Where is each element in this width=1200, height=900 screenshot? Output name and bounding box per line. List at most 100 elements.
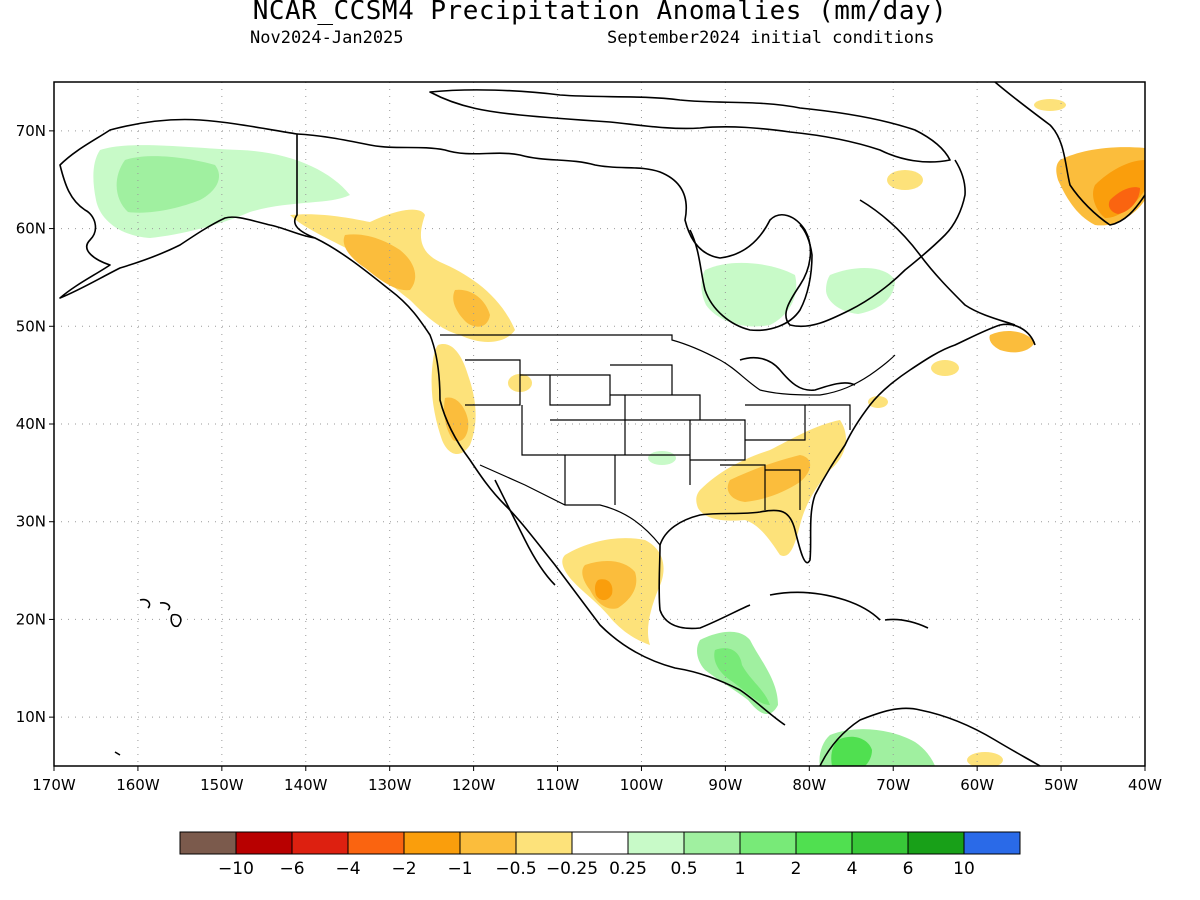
- initial-conditions: September2024 initial conditions: [607, 28, 935, 48]
- colorbar-swatch: [347, 831, 405, 855]
- colorbar-label: −2: [391, 859, 416, 879]
- dry-anomaly-mexico-peak: [594, 579, 613, 601]
- lat-tick-label: 20N: [16, 610, 46, 628]
- coastline-baja: [494, 479, 556, 586]
- dry-anomaly-new-england: [868, 396, 888, 408]
- colorbar-labels: −10 −6 −4 −2 −1 −0.5 −0.25 0.25 0.5 1 2 4 6 10: [218, 859, 975, 879]
- coastline-hudson-bay: [689, 224, 813, 332]
- lon-tick-labels: 170W 160W 150W 140W 130W 120W 110W 100W 90W 80W 70…: [32, 766, 1162, 794]
- colorbar-label: 0.25: [609, 859, 647, 879]
- border-canada-us: [440, 334, 896, 396]
- map-title: NCAR_CCSM4 Precipitation Anomalies (mm/d…: [252, 0, 948, 26]
- wet-anomaly-texas: [648, 451, 676, 465]
- state-lines: [465, 359, 851, 510]
- lon-tick-label: 50W: [1044, 776, 1078, 794]
- anomaly-shading: [93, 99, 1145, 766]
- lat-tick-labels: 10N 20N 30N 40N 50N 60N 70N: [16, 122, 54, 726]
- lon-tick-label: 60W: [960, 776, 994, 794]
- colorbar-swatch: [627, 831, 685, 855]
- coastline-south-america: [819, 707, 1041, 766]
- colorbar-swatch: [403, 831, 461, 855]
- dry-anomaly-southeast-core: [727, 455, 811, 502]
- coastline-cuba: [769, 591, 881, 621]
- lon-tick-label: 130W: [368, 776, 412, 794]
- lat-tick-label: 50N: [16, 317, 46, 335]
- colorbar-swatch: [179, 831, 237, 855]
- coastline-east: [814, 323, 1036, 496]
- colorbar-label: −6: [279, 859, 304, 879]
- colorbar: [179, 831, 1021, 855]
- political-borders: [440, 334, 896, 546]
- coastline-mexico-east: [658, 544, 751, 630]
- lat-tick-label: 40N: [16, 415, 46, 433]
- colorbar-label: 0.5: [670, 859, 697, 879]
- coastline-line-islands: [114, 751, 121, 756]
- dry-anomaly-california-core: [443, 397, 469, 442]
- colorbar-swatch: [683, 831, 741, 855]
- coastline-north-canada: [296, 133, 966, 328]
- colorbar-swatch: [459, 831, 517, 855]
- dry-anomaly-maritimes: [931, 360, 959, 376]
- colorbar-swatch: [515, 831, 573, 855]
- border-us-mexico: [479, 464, 661, 546]
- lon-tick-label: 80W: [792, 776, 826, 794]
- dry-anomaly-bc-core: [343, 234, 416, 291]
- colorbar-label: −1: [447, 859, 472, 879]
- colorbar-label: 2: [791, 859, 802, 879]
- forecast-period: Nov2024-Jan2025: [250, 28, 404, 48]
- colorbar-swatch: [291, 831, 349, 855]
- colorbar-label: −10: [218, 859, 254, 879]
- wet-anomaly-alaska-core: [116, 156, 220, 213]
- lat-tick-label: 60N: [16, 220, 46, 238]
- coastline-hawaii: [139, 598, 182, 628]
- wet-anomaly-quebec: [826, 268, 895, 314]
- lon-tick-label: 40W: [1128, 776, 1162, 794]
- colorbar-label: 10: [953, 859, 975, 879]
- colorbar-swatch: [963, 831, 1021, 855]
- coastline-labrador: [859, 199, 1016, 326]
- dry-anomaly-newfoundland: [989, 330, 1035, 353]
- coastline-great-lakes: [739, 356, 856, 392]
- lat-tick-label: 10N: [16, 708, 46, 726]
- coastline-gulf: [659, 494, 816, 564]
- map-plot-area: [54, 82, 1145, 766]
- colorbar-swatch: [795, 831, 853, 855]
- coastline-west: [314, 237, 786, 726]
- lon-tick-label: 100W: [620, 776, 664, 794]
- lon-tick-label: 70W: [876, 776, 910, 794]
- lon-tick-label: 120W: [452, 776, 496, 794]
- coastline-hispaniola: [884, 618, 929, 629]
- dry-anomaly-baffin: [887, 170, 923, 190]
- colorbar-swatch: [851, 831, 909, 855]
- wet-anomaly-central-america-core: [714, 648, 770, 705]
- colorbar-swatch: [571, 831, 629, 855]
- dry-anomaly-labrador: [967, 752, 1003, 766]
- colorbar-swatch: [235, 831, 293, 855]
- dry-anomaly-greenland-peak: [1108, 187, 1140, 214]
- lat-tick-label: 70N: [16, 122, 46, 140]
- lon-tick-label: 150W: [200, 776, 244, 794]
- colorbar-label: −4: [335, 859, 360, 879]
- coastline-alaska: [59, 118, 316, 299]
- lon-tick-label: 140W: [284, 776, 328, 794]
- dry-anomaly-alberta: [453, 289, 490, 327]
- coastlines: [59, 82, 1145, 766]
- lat-tick-label: 30N: [16, 513, 46, 531]
- colorbar-label: −0.5: [495, 859, 536, 879]
- colorbar-label: 6: [903, 859, 914, 879]
- wet-anomaly-colombia: [831, 736, 872, 766]
- dry-anomaly-greenland-north: [1034, 99, 1066, 111]
- lon-tick-label: 110W: [536, 776, 580, 794]
- lon-tick-label: 170W: [32, 776, 76, 794]
- coastline-arctic-islands: [429, 89, 951, 163]
- lon-tick-label: 90W: [708, 776, 742, 794]
- colorbar-label: 4: [847, 859, 858, 879]
- colorbar-swatch: [739, 831, 797, 855]
- colorbar-label: 1: [735, 859, 746, 879]
- wet-anomaly-hudson: [701, 262, 797, 327]
- colorbar-swatch: [907, 831, 965, 855]
- lon-tick-label: 160W: [116, 776, 160, 794]
- coastline-greenland: [994, 82, 1145, 226]
- colorbar-label: −0.25: [546, 859, 598, 879]
